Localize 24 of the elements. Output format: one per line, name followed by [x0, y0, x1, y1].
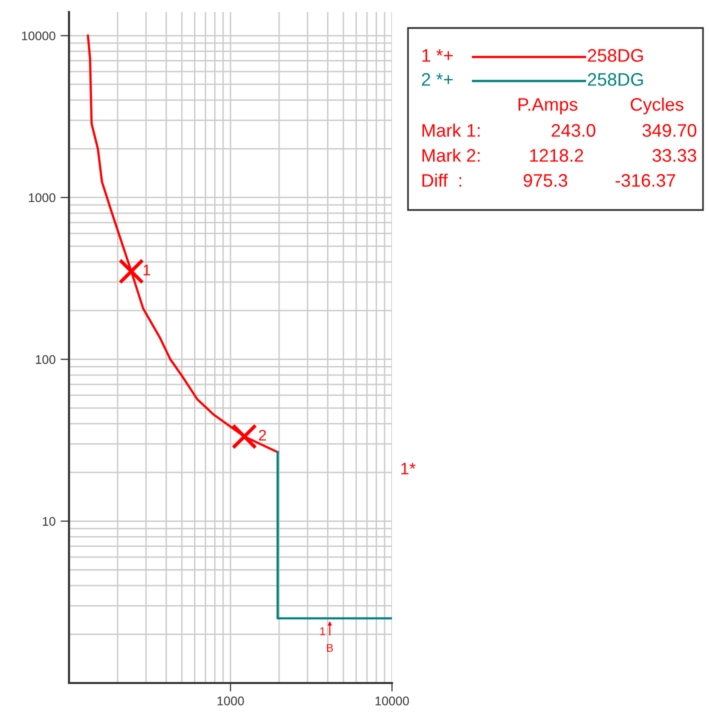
annotation: 1	[144, 264, 150, 276]
y-tick-label: 100	[36, 355, 56, 364]
text: 2 *+	[422, 73, 453, 86]
text: Cycles	[630, 98, 684, 114]
y-tick-label: 10	[42, 516, 56, 526]
text: -316.37	[616, 174, 676, 187]
text: 1218.2	[530, 149, 584, 162]
annotation: 2	[259, 430, 266, 440]
text: 258DG	[588, 73, 643, 86]
annotation: B	[327, 644, 333, 652]
text: 33.33	[652, 149, 696, 162]
text: 349.70	[642, 124, 696, 137]
text: 975.3	[524, 174, 568, 187]
text: 1 *+	[422, 49, 453, 62]
text: 258DG	[588, 49, 643, 62]
text: Mark 2:	[422, 148, 480, 162]
text: Mark 1:	[422, 124, 480, 137]
y-tick-label: 1000	[28, 193, 56, 202]
text: P.Amps	[518, 98, 578, 114]
text: 243.0	[552, 124, 596, 137]
y-tick-label: 10000	[22, 31, 56, 40]
text: 1*	[401, 462, 416, 474]
annotation: 1	[320, 627, 326, 636]
text: Diff :	[422, 174, 462, 187]
